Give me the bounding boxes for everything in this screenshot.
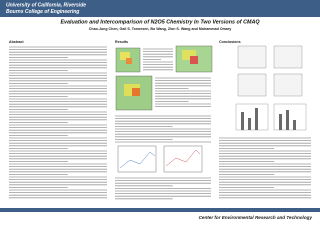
- paragraph-lines: [9, 46, 107, 199]
- map-region: [120, 52, 130, 60]
- bar-chart: [235, 103, 307, 131]
- section-heading: Conclusions: [219, 40, 241, 44]
- map-region: [190, 56, 198, 64]
- footer: Center for Environmental Research and Te…: [199, 215, 313, 220]
- data-table: [237, 45, 303, 97]
- poster: University of California, Riverside Bour…: [0, 0, 320, 221]
- poster-title: Evaluation and Intercomparison of N2O5 C…: [60, 19, 260, 25]
- bar-chart-bars: [241, 108, 296, 130]
- section-heading: Abstract: [9, 40, 24, 44]
- line-chart: [117, 145, 203, 173]
- map-region: [182, 50, 196, 60]
- college: Bourns College of Engineering: [6, 9, 79, 15]
- map-region: [132, 88, 140, 96]
- section-heading: Results: [115, 40, 128, 44]
- header-bar: [0, 0, 320, 17]
- map-region: [126, 58, 132, 64]
- university: University of California, Riverside: [6, 2, 86, 8]
- authors: Chao-Jung Chen, Gail S. Tonnesen, Bo Wan…: [89, 27, 231, 31]
- paragraph-lines: [219, 137, 311, 199]
- paragraph-lines: [115, 48, 211, 200]
- footer-rule: [0, 208, 320, 212]
